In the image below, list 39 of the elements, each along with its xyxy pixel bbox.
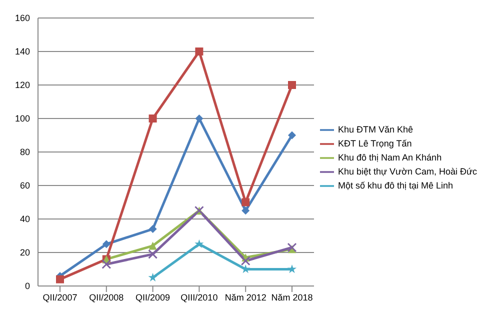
x-tick-label: QII/2009 [136, 292, 170, 302]
x-tick-label: Năm 2012 [224, 292, 266, 302]
y-tick-label: 140 [14, 46, 30, 57]
legend-label: Khu đô thị Nam An Khánh [338, 152, 442, 162]
point [241, 264, 250, 274]
legend-label: KĐT Lê Trọng Tấn [338, 138, 412, 148]
point [195, 114, 204, 122]
point [194, 239, 204, 248]
point [288, 131, 296, 140]
y-tick-label: 80 [20, 147, 30, 158]
point [195, 48, 204, 56]
point [287, 264, 297, 274]
point [148, 242, 157, 250]
point [148, 225, 157, 234]
y-tick-label: 100 [14, 114, 30, 124]
point [242, 206, 250, 215]
point [102, 240, 110, 248]
x-tick-label: QIII/2010 [180, 292, 218, 302]
legend-label: Khu ĐTM Văn Khê [338, 124, 414, 134]
point [240, 256, 250, 266]
y-tick-label: 40 [20, 214, 30, 224]
point [148, 249, 158, 259]
point [148, 114, 157, 122]
legend-label: Một số khu đô thị tại Mê Linh [338, 180, 454, 190]
y-tick-label: 60 [20, 180, 30, 191]
y-tick-label: 120 [14, 80, 30, 90]
point [102, 259, 112, 269]
x-tick-label: QII/2008 [89, 292, 124, 302]
point [287, 242, 297, 252]
y-tick-label: 0 [24, 281, 30, 292]
x-tick-label: QII/2007 [42, 292, 78, 302]
point [148, 272, 158, 282]
y-tick-label: 20 [20, 248, 30, 258]
y-tick-label: 160 [14, 13, 30, 24]
point [242, 198, 250, 206]
point [288, 81, 296, 89]
point [56, 275, 64, 284]
x-tick-label: Năm 2018 [271, 292, 313, 302]
legend-label: Khu biệt thự Vườn Cam, Hoài Đức [338, 166, 478, 176]
